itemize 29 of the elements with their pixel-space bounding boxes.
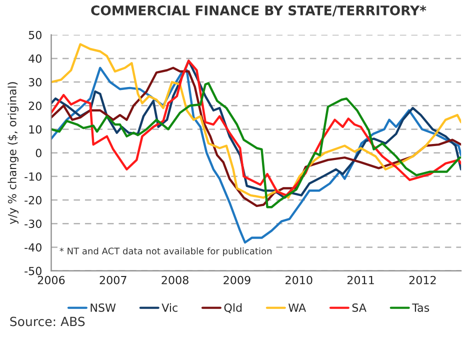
y-tick-label: 10 bbox=[29, 125, 42, 134]
x-tick-label: 2008 bbox=[162, 276, 188, 284]
x-tick-label: 2012 bbox=[409, 276, 436, 284]
y-axis-title: y/y % change ($, original) bbox=[8, 82, 18, 224]
y-tick-label: -10 bbox=[24, 172, 42, 181]
legend-label: WA bbox=[288, 304, 306, 312]
legend-label: Vic bbox=[162, 303, 178, 312]
y-tick-label: -20 bbox=[24, 196, 42, 204]
y-tick-label: 40 bbox=[28, 54, 42, 63]
legend-label: SA bbox=[352, 303, 366, 312]
y-tick-label: -30 bbox=[24, 220, 42, 228]
x-tick-label: 2009 bbox=[224, 276, 250, 284]
legend-label: Tas bbox=[412, 304, 430, 312]
x-tick-label: 2010 bbox=[286, 276, 312, 284]
y-tick-label: 30 bbox=[28, 78, 42, 86]
y-tick-label: -40 bbox=[24, 243, 42, 252]
line-series bbox=[51, 66, 462, 244]
legend-label: NSW bbox=[90, 303, 116, 312]
y-tick-label: 0 bbox=[36, 148, 42, 158]
x-tick-label: 2007 bbox=[100, 276, 126, 284]
x-tick-label: 2006 bbox=[38, 276, 65, 284]
y-tick-label: 50 bbox=[28, 30, 42, 40]
y-tick-label: -50 bbox=[24, 266, 42, 276]
legend-label: Qld bbox=[224, 303, 242, 314]
chart-title: COMMERCIAL FINANCE BY STATE/TERRITORY* bbox=[91, 5, 426, 16]
annotation: * NT and ACT data not available for publication bbox=[60, 247, 272, 256]
x-tick-label: 2011 bbox=[347, 276, 374, 284]
y-tick-label: 20 bbox=[28, 102, 42, 110]
source-note: Source: ABS bbox=[10, 316, 85, 326]
